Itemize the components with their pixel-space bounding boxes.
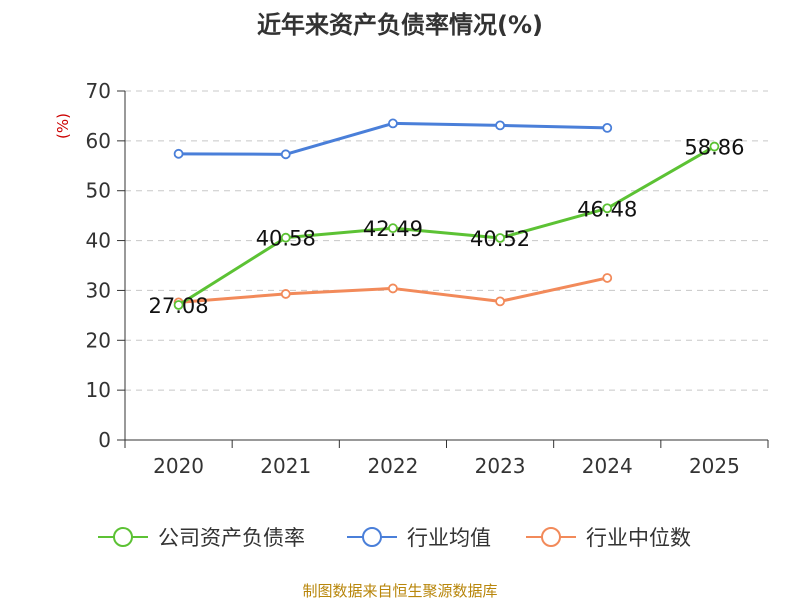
data-point	[709, 141, 720, 152]
legend-label: 公司资产负债率	[158, 526, 305, 550]
data-point	[280, 149, 291, 160]
data-point	[495, 296, 505, 307]
x-tick-label: 2024	[582, 454, 633, 478]
series-line	[177, 145, 716, 307]
data-point	[388, 223, 398, 234]
y-tick-label: 50	[86, 179, 111, 203]
data-point	[495, 233, 505, 243]
data-label: 40.58	[256, 227, 316, 251]
data-point	[173, 148, 184, 159]
data-label: 58.86	[684, 136, 744, 160]
data-point	[602, 203, 613, 214]
source-note: 制图数据来自恒生聚源数据库	[302, 582, 497, 600]
axes: 0 10 20 30 40 50 60 70 2020 2021 2022 2023 2024 2025	[86, 79, 769, 478]
data-point	[280, 289, 291, 299]
data-label: 42.49	[363, 217, 423, 241]
data-label: 27.08	[149, 294, 209, 318]
y-tick-label: 10	[86, 378, 111, 402]
x-tick-label: 2020	[153, 454, 204, 478]
data-point	[495, 120, 505, 131]
x-tick-label: 2022	[367, 454, 418, 478]
grid-lines	[125, 90, 768, 391]
data-point	[280, 232, 291, 243]
legend-marker-icon	[541, 527, 561, 547]
data-point	[602, 122, 613, 133]
y-tick-label: 40	[86, 229, 111, 253]
y-tick-label: 20	[86, 328, 111, 352]
data-point	[388, 283, 398, 294]
y-tick-label: 70	[86, 79, 111, 103]
data-point	[602, 273, 613, 283]
legend-item[interactable]: 公司资产负债率	[98, 526, 305, 550]
chart-title: 近年来资产负债率情况(%)	[257, 11, 543, 39]
data-label: 46.48	[577, 197, 637, 221]
legend-marker-icon	[362, 527, 382, 547]
y-axis-label: (%)	[54, 113, 72, 139]
legend-marker-icon	[113, 527, 133, 547]
legend-item[interactable]: 行业均值	[347, 526, 491, 550]
data-point	[388, 118, 398, 129]
legend-label: 行业均值	[407, 526, 491, 550]
series-group	[173, 118, 720, 310]
x-tick-label: 2023	[475, 454, 526, 478]
y-tick-label: 0	[98, 428, 111, 452]
y-tick-label: 60	[86, 129, 111, 153]
data-labels: 27.08 40.58 42.49 40.52 46.48 58.86	[149, 136, 745, 318]
legend-label: 行业中位数	[586, 526, 691, 550]
x-tick-label: 2025	[689, 454, 740, 478]
x-tick-label: 2021	[260, 454, 311, 478]
data-point	[173, 300, 184, 310]
y-tick-label: 30	[86, 278, 111, 302]
data-label: 40.52	[470, 227, 530, 251]
legend[interactable]: 公司资产负债率 行业均值 行业中位数	[98, 526, 691, 550]
legend-item[interactable]: 行业中位数	[526, 526, 691, 550]
